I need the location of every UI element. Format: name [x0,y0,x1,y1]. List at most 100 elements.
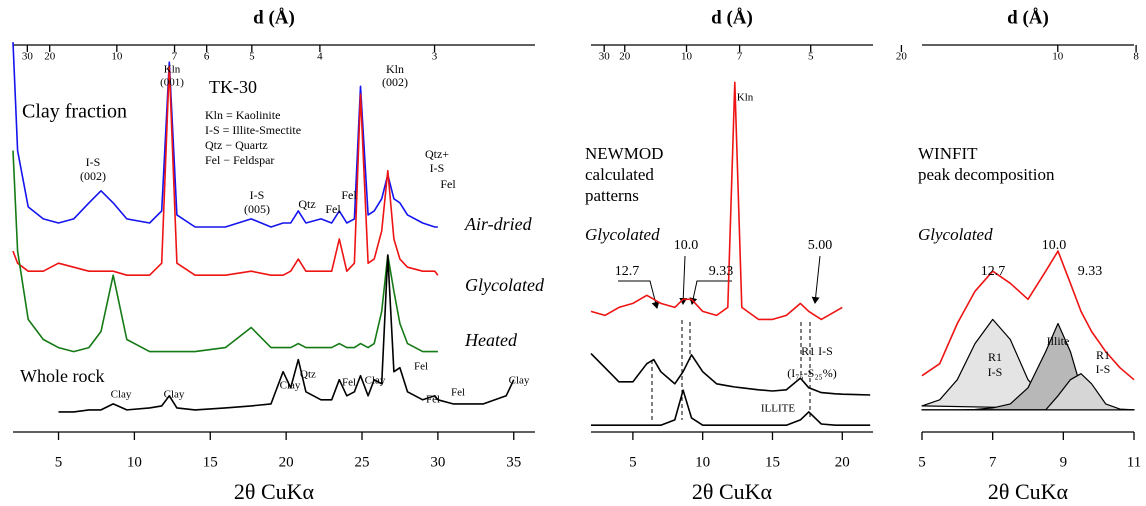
annotation: 9.33 [709,264,734,279]
annotation: WINFIT [918,144,978,163]
top-tick-label: 7 [737,51,743,63]
annotation: Kln [737,92,754,104]
annotation: Fel [426,394,440,406]
annotation: Clay [111,389,132,401]
annotation: Qtz+ [425,147,449,161]
annotation: Clay [280,380,301,392]
arrow [689,280,732,305]
annotation: Clay [509,375,530,387]
annotation: Fel − Feldspar [205,153,274,167]
x-axis-title: 2θ CuKα [234,479,315,504]
series-label: Glycolated [465,275,545,295]
series-label: ILLITE [761,403,795,415]
series-label: Air-dried [464,214,533,234]
series-label: R1 I-S [801,344,833,358]
annotation: Kln [164,64,181,76]
annotation: Qtz [300,369,316,381]
annotation: R1 [1096,348,1110,362]
top-tick-label: 10 [1052,51,1064,63]
x-tick-label: 15 [765,454,780,470]
top-tick-label: 30 [599,51,611,63]
annotation: I-S [988,365,1003,379]
top-axis-title: d (Å) [1007,7,1049,28]
top-tick-label: 4 [317,51,323,63]
x-tick-label: 30 [430,454,445,470]
top-tick-label: 10 [681,51,693,63]
series-line [591,389,871,426]
series-line [921,373,1135,411]
annotation: Fel [440,177,456,191]
series-line [590,81,843,321]
x-tick-label: 15 [203,454,218,470]
annotation: patterns [585,186,639,205]
annotation: (002) [80,169,106,183]
annotation: Kln [386,62,404,76]
series-line [590,353,871,396]
annotation: Clay [365,375,386,387]
x-tick-label: 7 [989,454,997,470]
annotation: I-S = Illite-Smectite [205,123,301,137]
top-axis-title: d (Å) [711,7,753,28]
top-tick-label: 5 [249,51,255,63]
arrow [679,255,688,305]
annotation: I-S [250,188,265,202]
top-tick-label: 6 [204,51,210,63]
x-tick-label: 9 [1060,454,1068,470]
top-tick-label: 20 [619,51,631,63]
annotation: I-S [86,155,101,169]
annotation: Kln = Kaolinite [205,108,280,122]
annotation: R1 [988,350,1002,364]
top-tick-label: 8 [1133,51,1139,63]
annotation: (005) [244,202,270,216]
x-tick-label: 5 [918,454,926,470]
top-tick-label: 5 [808,51,814,63]
annotation: Qtz [298,197,315,211]
top-tick-label: 30 [22,51,34,63]
annotation: Qtz − Quartz [205,138,268,152]
series-label: Heated [464,330,518,350]
annotation: 10.0 [1042,238,1067,253]
x-tick-label: 5 [629,454,637,470]
annotation: Fel [414,361,428,373]
x-tick-label: 5 [55,454,63,470]
arrow [618,280,660,309]
annotation: Fel [325,202,341,216]
top-tick-label: 7 [172,51,178,63]
annotation: I-S [430,161,445,175]
x-tick-label: 35 [506,454,521,470]
x-axis-title: 2θ CuKα [988,479,1069,504]
annotation: NEWMOD [585,144,663,163]
x-tick-label: 25 [355,454,370,470]
annotation: Illite [1047,334,1070,348]
annotation: 10.0 [674,238,699,253]
annotation: Fel [342,377,356,389]
annotation: Clay fraction [22,101,127,123]
annotation: (I₇₅-S₂₅%) [787,366,836,380]
series-line [12,65,439,276]
top-tick-label: 3 [432,51,438,63]
series-line [921,250,1135,381]
top-tick-label: 20 [44,51,56,63]
annotation: 5.00 [808,238,833,253]
top-tick-label: 20 [896,51,908,63]
x-tick-label: 10 [127,454,142,470]
series-label: Whole rock [20,366,104,386]
arrow [811,255,821,304]
x-tick-label: 20 [279,454,294,470]
annotation: TK-30 [209,77,257,97]
arrows [618,255,821,420]
x-axis-title: 2θ CuKα [692,479,773,504]
annotation: I-S [1096,362,1111,376]
x-tick-label: 10 [695,454,710,470]
series-line [12,150,438,353]
annotation: 9.33 [1078,264,1103,279]
annotation: calculated [585,165,654,184]
annotation: Clay [164,389,185,401]
x-tick-label: 20 [835,454,850,470]
annotation: Fel [341,188,357,202]
annotation: 12.7 [615,264,640,279]
series-line [58,254,515,413]
annotation: 12.7 [981,264,1006,279]
annotation: (001) [160,77,184,89]
